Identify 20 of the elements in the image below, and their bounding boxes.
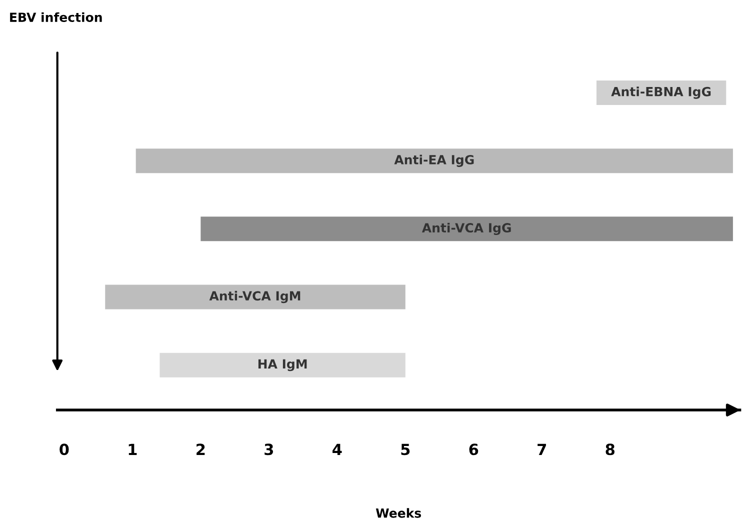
x-tick-label: 7 [538, 444, 546, 455]
x-tick-label: 4 [332, 444, 342, 455]
y-tick-label: Anti-EA IgG [394, 154, 474, 167]
x-tick-label: 6 [469, 444, 478, 456]
y-tick-label: HA IgM [258, 359, 307, 372]
bar [200, 216, 733, 242]
chart-title: EBV infection [10, 12, 102, 22]
y-tick-label: Anti-VCA IgG [422, 222, 511, 236]
x-tick-label: 0 [60, 444, 69, 456]
bar [160, 352, 406, 378]
x-axis-title: Weeks [376, 508, 422, 518]
x-tick-label: 8 [606, 444, 614, 456]
bar [105, 284, 406, 310]
y-tick-label: Anti-EBNA IgG [611, 86, 711, 99]
bar [136, 148, 733, 174]
x-tick-label: 1 [128, 444, 137, 455]
y-tick-label: Anti-VCA IgM [209, 290, 300, 304]
x-tick-label: 2 [196, 444, 205, 455]
x-tick-label: 5 [401, 444, 410, 456]
x-tick-label: 3 [264, 444, 274, 456]
